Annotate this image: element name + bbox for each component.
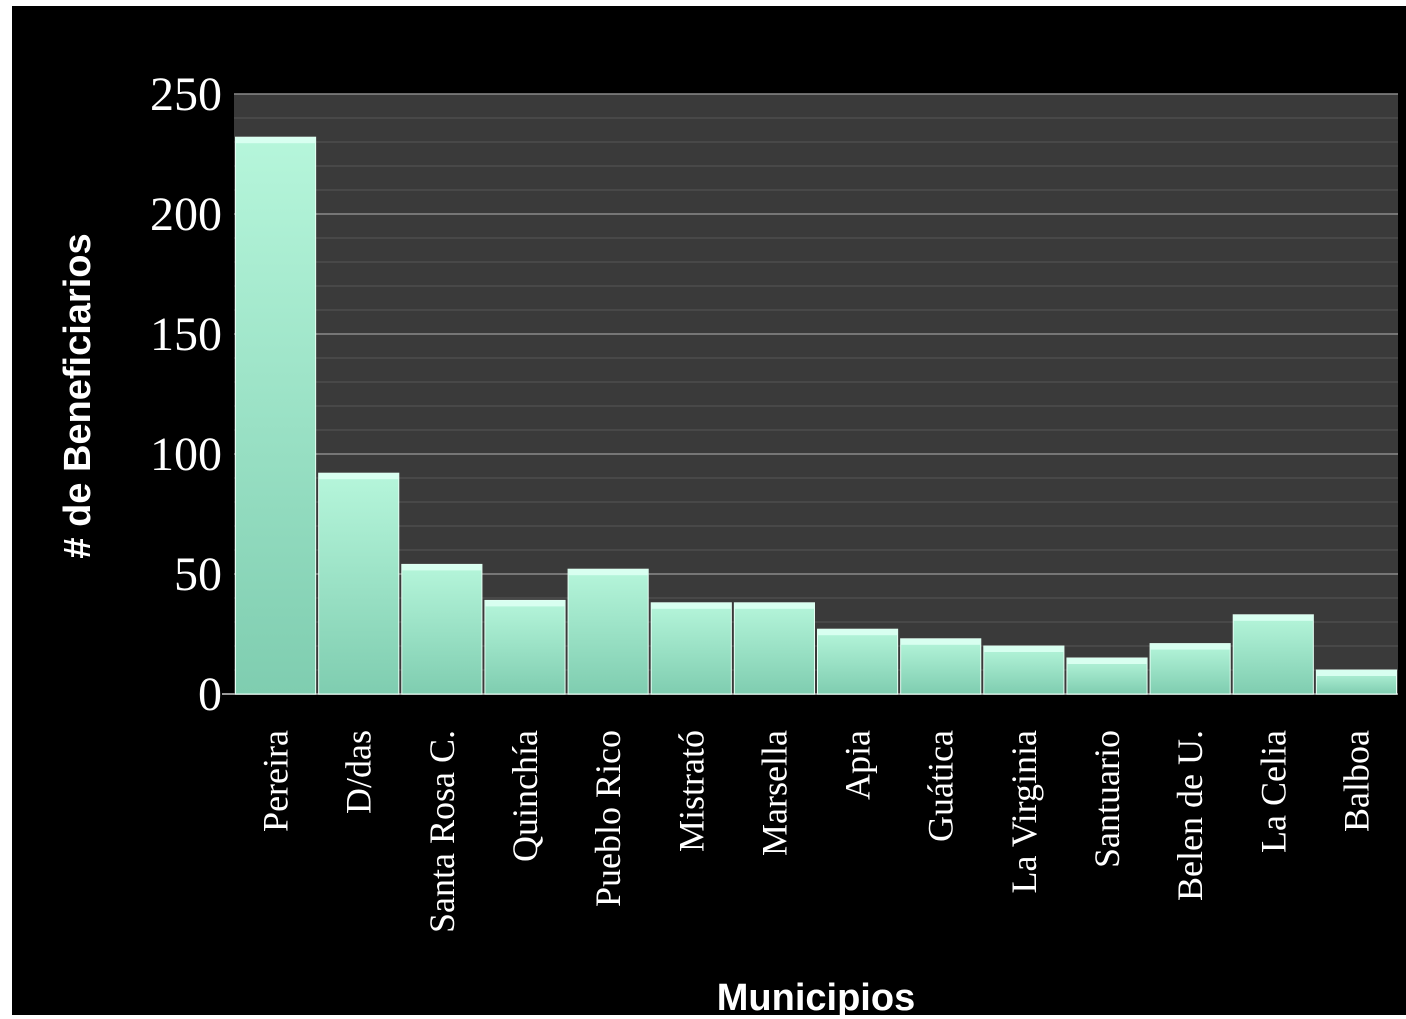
category-label: Apia — [838, 730, 878, 800]
bar — [567, 568, 649, 695]
bar-highlight — [1066, 658, 1148, 664]
bar-highlight — [1233, 614, 1314, 621]
bar — [983, 645, 1065, 695]
bar — [1232, 614, 1314, 695]
category-label: Guática — [921, 730, 961, 842]
bar — [318, 472, 400, 695]
category-label: La Celia — [1253, 730, 1293, 853]
y-axis-title: # de Beneficiarios — [57, 233, 99, 558]
bar-highlight — [401, 564, 482, 571]
category-label: Belen de U. — [1170, 730, 1210, 901]
category-label: Pereira — [256, 730, 296, 832]
category-label: La Virginia — [1004, 730, 1044, 893]
bar-highlight — [484, 600, 566, 607]
bar-highlight — [817, 629, 898, 636]
y-tick-label: 50 — [174, 548, 222, 601]
category-label: Santuario — [1087, 730, 1127, 868]
category-label: D/das — [339, 730, 379, 814]
category-label: Balboa — [1336, 730, 1376, 832]
category-labels: Pereira D/das Santa Rosa C. Quinchía Pueblo … — [256, 730, 1377, 933]
y-tick-label: 250 — [150, 68, 222, 121]
bar — [235, 136, 317, 695]
bar-highlight — [900, 638, 981, 645]
category-label: Marsella — [754, 730, 794, 856]
y-tick-label: 150 — [150, 308, 222, 361]
bar-highlight — [651, 602, 732, 609]
y-tick-labels: 0 50 100 150 200 250 — [150, 68, 222, 721]
bar-highlight — [983, 646, 1064, 652]
y-tick-label: 100 — [150, 428, 222, 481]
bar — [900, 638, 982, 695]
bar-highlight — [235, 137, 316, 144]
x-axis-title: Municipios — [717, 977, 915, 1019]
bar — [733, 602, 815, 695]
bar — [1149, 643, 1231, 695]
bar-highlight — [568, 569, 649, 576]
bar-highlight — [318, 473, 399, 480]
bars — [235, 136, 1398, 695]
category-label: Mistrató — [671, 730, 711, 852]
y-tick-label: 200 — [150, 188, 222, 241]
category-label: Quinchía — [505, 730, 545, 862]
bar-highlight — [1150, 643, 1231, 650]
category-label: Pueblo Rico — [588, 730, 628, 907]
category-label: Santa Rosa C. — [422, 730, 462, 933]
y-tick-label: 0 — [198, 668, 222, 721]
bar — [484, 599, 566, 695]
bar — [817, 628, 899, 695]
bar-highlight — [1316, 670, 1397, 676]
bar — [401, 563, 483, 695]
bar-highlight — [734, 602, 815, 609]
bar — [650, 602, 732, 695]
